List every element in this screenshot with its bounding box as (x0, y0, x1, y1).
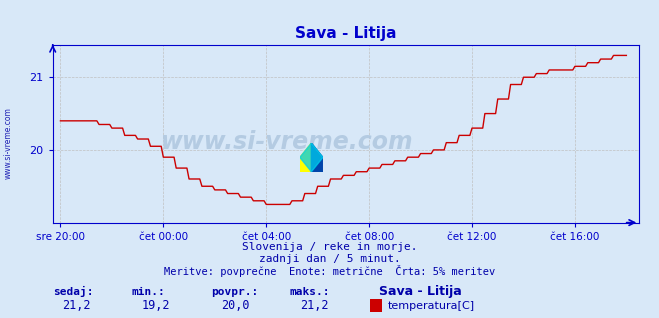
Text: Sava - Litija: Sava - Litija (379, 285, 462, 298)
Text: Slovenija / reke in morje.: Slovenija / reke in morje. (242, 242, 417, 252)
Text: www.si-vreme.com: www.si-vreme.com (3, 107, 13, 179)
Text: zadnji dan / 5 minut.: zadnji dan / 5 minut. (258, 254, 401, 264)
Polygon shape (300, 143, 312, 172)
Polygon shape (300, 143, 323, 172)
Text: povpr.:: povpr.: (211, 287, 258, 297)
Title: Sava - Litija: Sava - Litija (295, 25, 397, 41)
Text: temperatura[C]: temperatura[C] (387, 301, 474, 311)
Text: 21,2: 21,2 (63, 299, 91, 312)
Text: min.:: min.: (132, 287, 165, 297)
Text: www.si-vreme.com: www.si-vreme.com (161, 130, 414, 155)
Text: Meritve: povprečne  Enote: metrične  Črta: 5% meritev: Meritve: povprečne Enote: metrične Črta:… (164, 265, 495, 277)
Text: 20,0: 20,0 (221, 299, 249, 312)
Text: 19,2: 19,2 (142, 299, 170, 312)
Text: maks.:: maks.: (290, 287, 330, 297)
Polygon shape (312, 143, 323, 172)
Text: sedaj:: sedaj: (53, 286, 93, 297)
Text: 21,2: 21,2 (300, 299, 328, 312)
